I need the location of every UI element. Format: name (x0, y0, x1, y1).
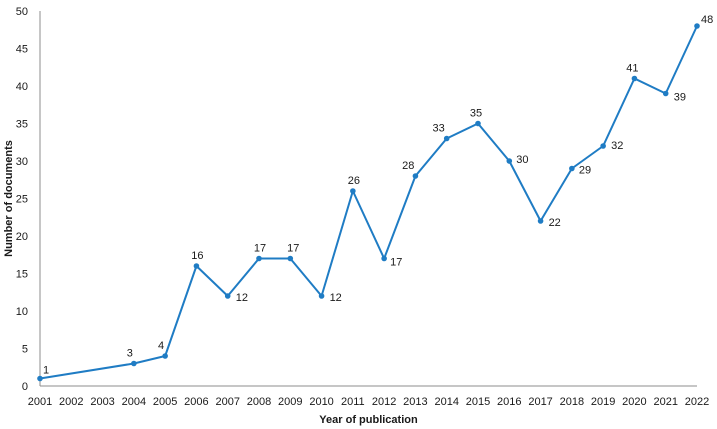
data-point (224, 293, 231, 299)
x-tick-label: 2003 (90, 396, 114, 408)
data-label: 12 (330, 292, 342, 304)
x-tick-label: 2019 (591, 396, 615, 408)
data-point (131, 360, 137, 367)
x-tick-label: 2006 (184, 396, 208, 408)
data-label: 22 (549, 217, 561, 229)
y-tick-label: 40 (16, 81, 28, 93)
data-label: 33 (432, 123, 444, 135)
data-point (318, 293, 325, 299)
data-point (631, 75, 638, 82)
x-tick-label: 2002 (59, 396, 83, 408)
y-tick-label: 20 (16, 231, 28, 243)
x-tick-label: 2017 (528, 396, 552, 408)
y-tick-label: 15 (16, 269, 28, 281)
y-axis-title: Number of documents (3, 140, 15, 257)
data-point (506, 158, 513, 164)
data-label: 4 (158, 340, 164, 352)
data-point (350, 188, 356, 194)
data-label: 12 (236, 292, 248, 304)
y-tick-label: 25 (16, 194, 28, 206)
x-tick-label: 2010 (309, 396, 333, 408)
data-labels: 1 3 4 16 12 17 17 12 26 17 28 33 35 30 22 29 32 41 39 48 (43, 14, 713, 377)
y-tick-label: 50 (16, 6, 28, 18)
x-tick-label: 2021 (653, 396, 677, 408)
data-point (193, 263, 200, 269)
data-label: 17 (287, 243, 299, 255)
data-point (600, 143, 606, 149)
data-label: 16 (191, 250, 203, 262)
x-tick-label: 2005 (153, 396, 177, 408)
data-label: 17 (254, 243, 266, 255)
x-tick-label: 2011 (341, 396, 365, 408)
data-point (694, 23, 700, 29)
data-point (537, 218, 544, 224)
x-tick-label: 2020 (622, 396, 646, 408)
y-tick-label: 10 (16, 306, 28, 318)
x-tick-label: 2022 (685, 396, 709, 408)
data-point (37, 375, 43, 382)
data-label: 30 (516, 154, 528, 166)
data-point (287, 255, 294, 262)
data-point (662, 90, 669, 97)
y-tick-label: 0 (22, 381, 28, 393)
series-group (37, 23, 700, 382)
x-tick-label: 2018 (560, 396, 584, 408)
data-label: 39 (674, 92, 686, 104)
data-label: 41 (626, 63, 638, 75)
x-tick-label: 2013 (403, 396, 427, 408)
y-tick-label: 30 (16, 156, 28, 168)
data-point (443, 135, 450, 142)
x-tick-label: 2008 (247, 396, 271, 408)
data-label: 35 (470, 108, 482, 120)
data-point (381, 255, 387, 262)
x-tick-label: 2012 (372, 396, 396, 408)
data-label: 3 (127, 348, 133, 360)
data-label: 17 (390, 257, 402, 269)
data-label: 48 (701, 14, 713, 26)
y-axis-ticks: 0 5 10 15 20 25 30 35 40 45 50 (16, 6, 28, 393)
y-tick-label: 35 (16, 119, 28, 131)
y-tick-label: 5 (22, 344, 28, 356)
data-point (256, 255, 262, 262)
x-tick-label: 2007 (215, 396, 239, 408)
data-label: 1 (43, 365, 49, 377)
y-tick-label: 45 (16, 44, 28, 56)
data-point (569, 165, 575, 172)
x-axis-title: Year of publication (319, 414, 418, 426)
data-label: 29 (579, 165, 591, 177)
data-label: 32 (611, 140, 623, 152)
axes (39, 11, 697, 387)
x-tick-label: 2004 (122, 396, 146, 408)
x-axis-ticks: 2001 2002 2003 2004 2005 2006 2007 2008 2009 2010… (28, 396, 709, 408)
x-tick-label: 2009 (278, 396, 302, 408)
x-tick-label: 2015 (466, 396, 490, 408)
series-line (39, 25, 698, 380)
data-point (162, 353, 168, 359)
data-label: 28 (402, 160, 414, 172)
data-label: 26 (348, 175, 360, 187)
x-tick-label: 2016 (497, 396, 521, 408)
data-point (475, 120, 481, 127)
x-tick-label: 2001 (28, 396, 52, 408)
data-point (412, 173, 419, 179)
x-tick-label: 2014 (434, 396, 458, 408)
